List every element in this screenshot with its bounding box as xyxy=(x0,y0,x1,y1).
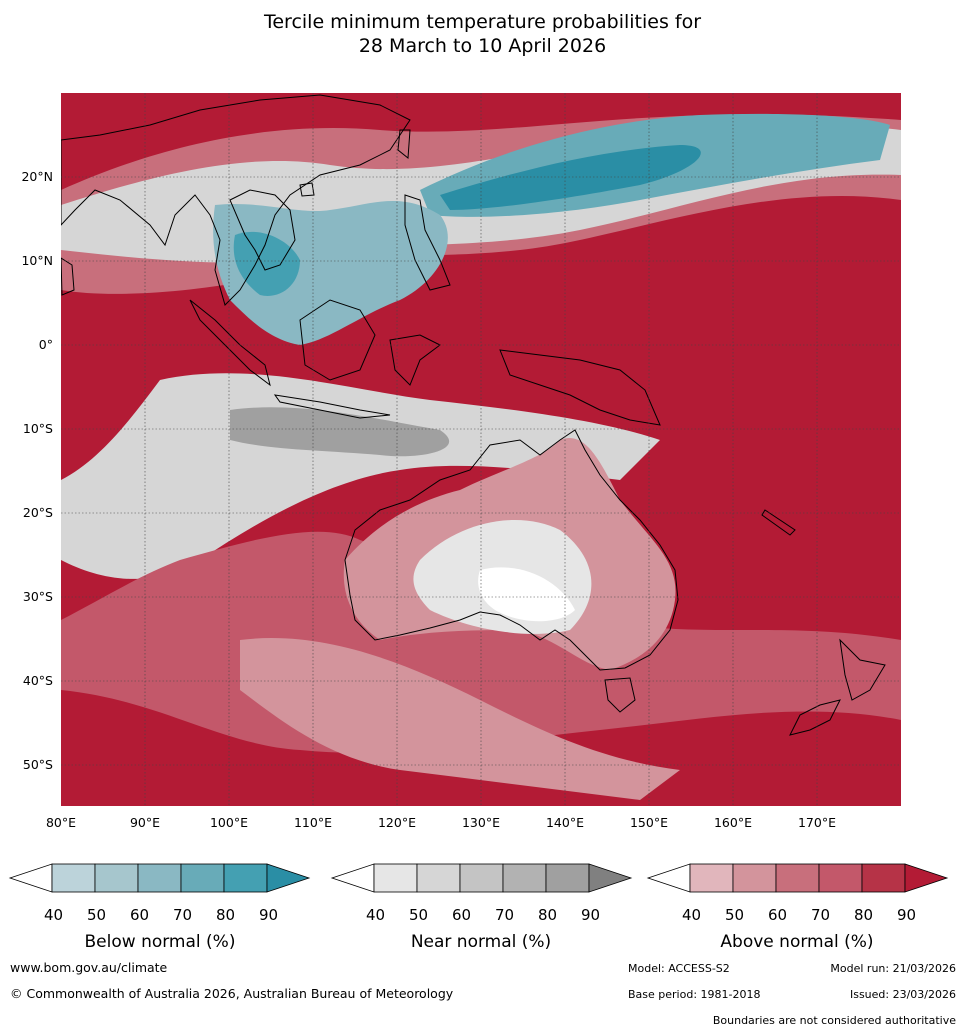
legend-below-title: Below normal (%) xyxy=(84,932,236,952)
legend-above-tick-40: 40 xyxy=(682,906,702,924)
lon-label-150e: 150°E xyxy=(629,815,668,830)
footer-disclaimer: Boundaries are not considered authoritat… xyxy=(712,1014,956,1027)
legend-above-title: Above normal (%) xyxy=(720,932,874,952)
legend-above-bin-2 xyxy=(732,863,777,893)
indochina-outline xyxy=(229,189,296,271)
lon-label-160e: 160°E xyxy=(713,815,752,830)
legend-near-tick-70: 70 xyxy=(495,906,515,924)
legend-below-bin-1 xyxy=(51,863,96,893)
legend-near-tick-90: 90 xyxy=(581,906,601,924)
new-guinea-outline xyxy=(499,349,661,426)
above-region-southern-light xyxy=(240,638,680,800)
legend-below-normal xyxy=(8,863,311,893)
borneo-outline xyxy=(299,299,376,381)
title-line-1: Tercile minimum temperature probabilitie… xyxy=(263,11,702,33)
sri-lanka-outline xyxy=(61,257,75,296)
title-line-2: 28 March to 10 April 2026 xyxy=(358,35,607,57)
legend-near-bin-2 xyxy=(416,863,461,893)
lat-label-0: 0° xyxy=(38,337,53,352)
asia-mainland-outline xyxy=(61,94,411,306)
legend-near-tick-80: 80 xyxy=(538,906,558,924)
legend-below-upper-arrow xyxy=(266,863,311,893)
near-region-indian-ocean xyxy=(61,373,660,579)
legend-near-title: Near normal (%) xyxy=(410,932,552,952)
legend-above-tick-70: 70 xyxy=(811,906,831,924)
footer-model-run: Model run: 21/03/2026 xyxy=(830,962,956,975)
legend-above-upper-arrow xyxy=(904,863,949,893)
legend-below-tick-50: 50 xyxy=(87,906,107,924)
lon-label-100e: 100°E xyxy=(209,815,248,830)
legend-above-normal xyxy=(646,863,949,893)
legend-below-tick-60: 60 xyxy=(130,906,150,924)
lat-label-40s: 40°S xyxy=(22,673,53,688)
legend-above-tick-60: 60 xyxy=(768,906,788,924)
hainan-outline xyxy=(299,182,315,197)
legend-above-bin-4 xyxy=(818,863,863,893)
legend-near-normal xyxy=(330,863,633,893)
java-outline xyxy=(273,394,391,419)
legend-above-tick-90: 90 xyxy=(897,906,917,924)
legend-near-bin-3 xyxy=(459,863,504,893)
legend-bars xyxy=(8,863,949,893)
lat-label-10s: 10°S xyxy=(22,421,53,436)
lat-label-30s: 30°S xyxy=(22,589,53,604)
sulawesi-outline xyxy=(389,334,441,386)
philippines-outline xyxy=(404,194,451,291)
lon-label-140e: 140°E xyxy=(545,815,584,830)
legend-above-bin-1 xyxy=(689,863,734,893)
legend-below-tick-90: 90 xyxy=(259,906,279,924)
lon-label-120e: 120°E xyxy=(377,815,416,830)
legend-below-bin-5 xyxy=(223,863,268,893)
below-region-seasia-dark xyxy=(233,231,300,296)
footer-website: www.bom.gov.au/climate xyxy=(10,960,168,975)
legend-near-bin-1 xyxy=(373,863,418,893)
map-svg xyxy=(61,93,901,806)
map-area: 20°N 10°N 0° 10°S 20°S 30°S 40°S 50°S 80… xyxy=(21,93,901,830)
legend-below-bin-3 xyxy=(137,863,182,893)
legend-above-lower-arrow xyxy=(646,863,691,893)
graticule xyxy=(61,93,901,806)
legend-near-lower-arrow xyxy=(330,863,375,893)
legend-above-tick-50: 50 xyxy=(725,906,745,924)
legend-near-bin-4 xyxy=(502,863,547,893)
legend-above-bin-5 xyxy=(861,863,906,893)
legend-below-bin-2 xyxy=(94,863,139,893)
lat-label-50s: 50°S xyxy=(22,757,53,772)
lat-label-20s: 20°S xyxy=(22,505,53,520)
near-region-indian-ocean-dark xyxy=(230,407,450,457)
lon-label-130e: 130°E xyxy=(461,815,500,830)
legend-below-bin-4 xyxy=(180,863,225,893)
tasmania-outline xyxy=(604,677,636,713)
lon-label-170e: 170°E xyxy=(797,815,836,830)
below-region-north-pacific-dark xyxy=(440,145,701,210)
legend-below-tick-70: 70 xyxy=(173,906,193,924)
lon-label-80e: 80°E xyxy=(45,815,77,830)
footer-model: Model: ACCESS-S2 xyxy=(628,962,730,975)
lon-label-90e: 90°E xyxy=(129,815,161,830)
lon-label-110e: 110°E xyxy=(293,815,332,830)
legend-near-tick-50: 50 xyxy=(409,906,429,924)
white-region-australia xyxy=(478,567,575,622)
sumatra-outline xyxy=(189,299,271,387)
legend-near-upper-arrow xyxy=(588,863,633,893)
australia-outline xyxy=(344,429,679,671)
footer-copyright: © Commonwealth of Australia 2026, Austra… xyxy=(10,986,454,1001)
legend-below-lower-arrow xyxy=(8,863,53,893)
legend-near-tick-40: 40 xyxy=(366,906,386,924)
lat-label-20n: 20°N xyxy=(21,169,53,184)
taiwan-outline xyxy=(397,129,411,159)
chart-title: Tercile minimum temperature probabilitie… xyxy=(0,10,965,58)
legend-below-tick-80: 80 xyxy=(216,906,236,924)
legend-below-tick-40: 40 xyxy=(44,906,64,924)
legend-near-bin-5 xyxy=(545,863,590,893)
legend-near-tick-60: 60 xyxy=(452,906,472,924)
footer-issued: Issued: 23/03/2026 xyxy=(849,988,956,1001)
new-caledonia-outline xyxy=(761,509,796,536)
legend-above-tick-80: 80 xyxy=(854,906,874,924)
lat-label-10n: 10°N xyxy=(21,253,53,268)
legend-above-bin-3 xyxy=(775,863,820,893)
new-zealand-south-outline xyxy=(789,699,841,736)
footer-base-period: Base period: 1981-2018 xyxy=(628,988,761,1001)
new-zealand-north-outline xyxy=(839,638,886,701)
